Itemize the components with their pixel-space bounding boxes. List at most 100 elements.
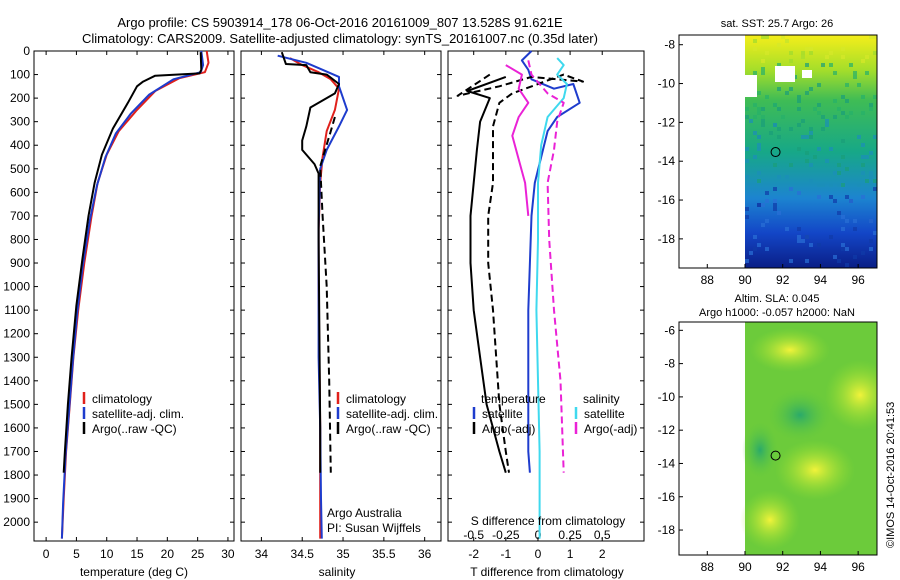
sst-pixel [861,143,865,147]
series-line-4 [527,60,565,473]
sst-pixel [817,103,821,107]
sst-pixel [761,115,765,119]
sst-pixel [853,75,857,79]
y-tick-label: 400 [10,138,30,152]
legend-label-s-satellite: satellite [584,407,625,421]
sst-pixel [773,187,777,191]
sst-pixel [789,259,793,263]
legend-label-s-argo: Argo(-adj) [584,422,637,436]
sst-pixel [797,235,801,239]
y-tick-label: 0 [23,44,30,58]
sst-pixel [825,123,829,127]
sst-pixel [837,259,841,263]
sst-pixel [765,219,769,223]
x-tick-label: 15 [130,547,144,561]
sla-map-title-line2: Argo h1000: -0.057 h2000: NaN [699,307,855,319]
sst-pixel [761,59,765,63]
map-x-tick-label: 92 [776,560,790,574]
sst-pixel [745,259,749,263]
sst-pixel [865,155,869,159]
sst-pixel [873,187,877,191]
sst-pixel [757,203,761,207]
sst-pixel [821,183,825,187]
sst-pixel [761,107,765,111]
sst-pixel [837,211,841,215]
sst-pixel [845,83,849,87]
sst-pixel [753,131,757,135]
map-y-tick-label: -10 [658,390,676,404]
sst-pixel [757,243,761,247]
sst-pixel [857,83,861,87]
difference-plot-frame [447,50,645,542]
map-x-tick-label: 90 [738,273,752,287]
sst-pixel [845,263,849,267]
salinity-annotation-line1: Argo Australia [327,506,402,520]
sst-cloud-gap-2 [745,75,757,97]
temperature-panel: 0 5 10 15 20 25 300100200300400500600700800900… [3,44,235,579]
difference-legend: temperature satellite Argo(-adj) salinit… [472,392,637,436]
legend-title-temperature: temperature [481,392,546,406]
sst-pixel [769,131,773,135]
legend-label-satellite: satellite-adj. clim. [92,407,184,421]
sst-pixel [837,171,841,175]
imos-timestamp: ©IMOS 14-Oct-2016 20:41:53 [885,402,897,548]
legend-label-argo: Argo(..raw -QC) [346,422,431,436]
sst-pixel [805,159,809,163]
series-line-1 [60,50,205,539]
map-y-tick-label: -16 [658,490,676,504]
temperature-axes: 0 5 10 15 20 25 300100200300400500600700800900… [3,44,235,561]
sst-pixel [853,255,857,259]
sla-map-axes: 88 90 92 94 96 -6 -8 -10 -12 -14 -16 -18 [658,323,865,574]
sst-pixel [865,55,869,59]
sst-pixel [841,111,845,115]
map-y-tick-label: -14 [658,154,676,168]
sst-pixel [777,87,781,91]
sst-pixel [753,115,757,119]
sst-pixel [745,115,749,119]
sst-pixel [817,195,821,199]
sst-pixel [853,219,857,223]
sst-pixel [833,71,837,75]
sst-map-axes: 88 90 92 94 96 -8 -10 -12 -14 -16 -18 [658,38,865,287]
sst-pixel [849,63,853,67]
sst-pixel [857,135,861,139]
series-line-2 [280,51,340,473]
y-tick-label: 1400 [3,374,30,388]
sst-pixel [841,215,845,219]
difference-xlabel: T difference from climatology [470,565,624,579]
y-tick-label: 1800 [3,468,30,482]
x-tick-label: -1 [501,547,512,561]
sla-high-1 [825,360,877,430]
legend-label-climatology: climatology [346,392,406,406]
x-top-tick-label: 0 [535,528,542,542]
sst-pixel [829,183,833,187]
y-tick-label: 1700 [3,444,30,458]
sst-pixel [869,171,873,175]
sst-pixel [809,127,813,131]
series-line-2 [62,52,203,473]
legend-title-salinity: salinity [583,392,620,406]
sst-pixel [797,147,801,151]
x-tick-label: -2 [468,547,479,561]
sst-pixel [777,107,781,111]
sst-pixel [797,99,801,103]
sst-pixel [869,151,873,155]
x-top-tick-label: 0.5 [594,528,611,542]
map-x-tick-label: 88 [701,560,715,574]
sst-pixel [777,43,781,47]
sst-pixel [845,219,849,223]
salinity-legend: climatology satellite-adj. clim. Argo(..… [336,392,438,436]
sst-pixel [745,147,749,151]
y-tick-label: 1000 [3,280,30,294]
sst-pixel [777,127,781,131]
sst-pixel [829,147,833,151]
sst-pixel [765,51,769,55]
map-y-tick-label: -18 [658,232,676,246]
map-y-tick-label: -8 [664,38,675,52]
sst-pixel [765,191,769,195]
map-x-tick-label: 96 [851,560,865,574]
sst-pixel [869,219,873,223]
series-line-5 [505,64,530,216]
sst-pixel [873,231,877,235]
map-x-tick-label: 94 [814,560,828,574]
